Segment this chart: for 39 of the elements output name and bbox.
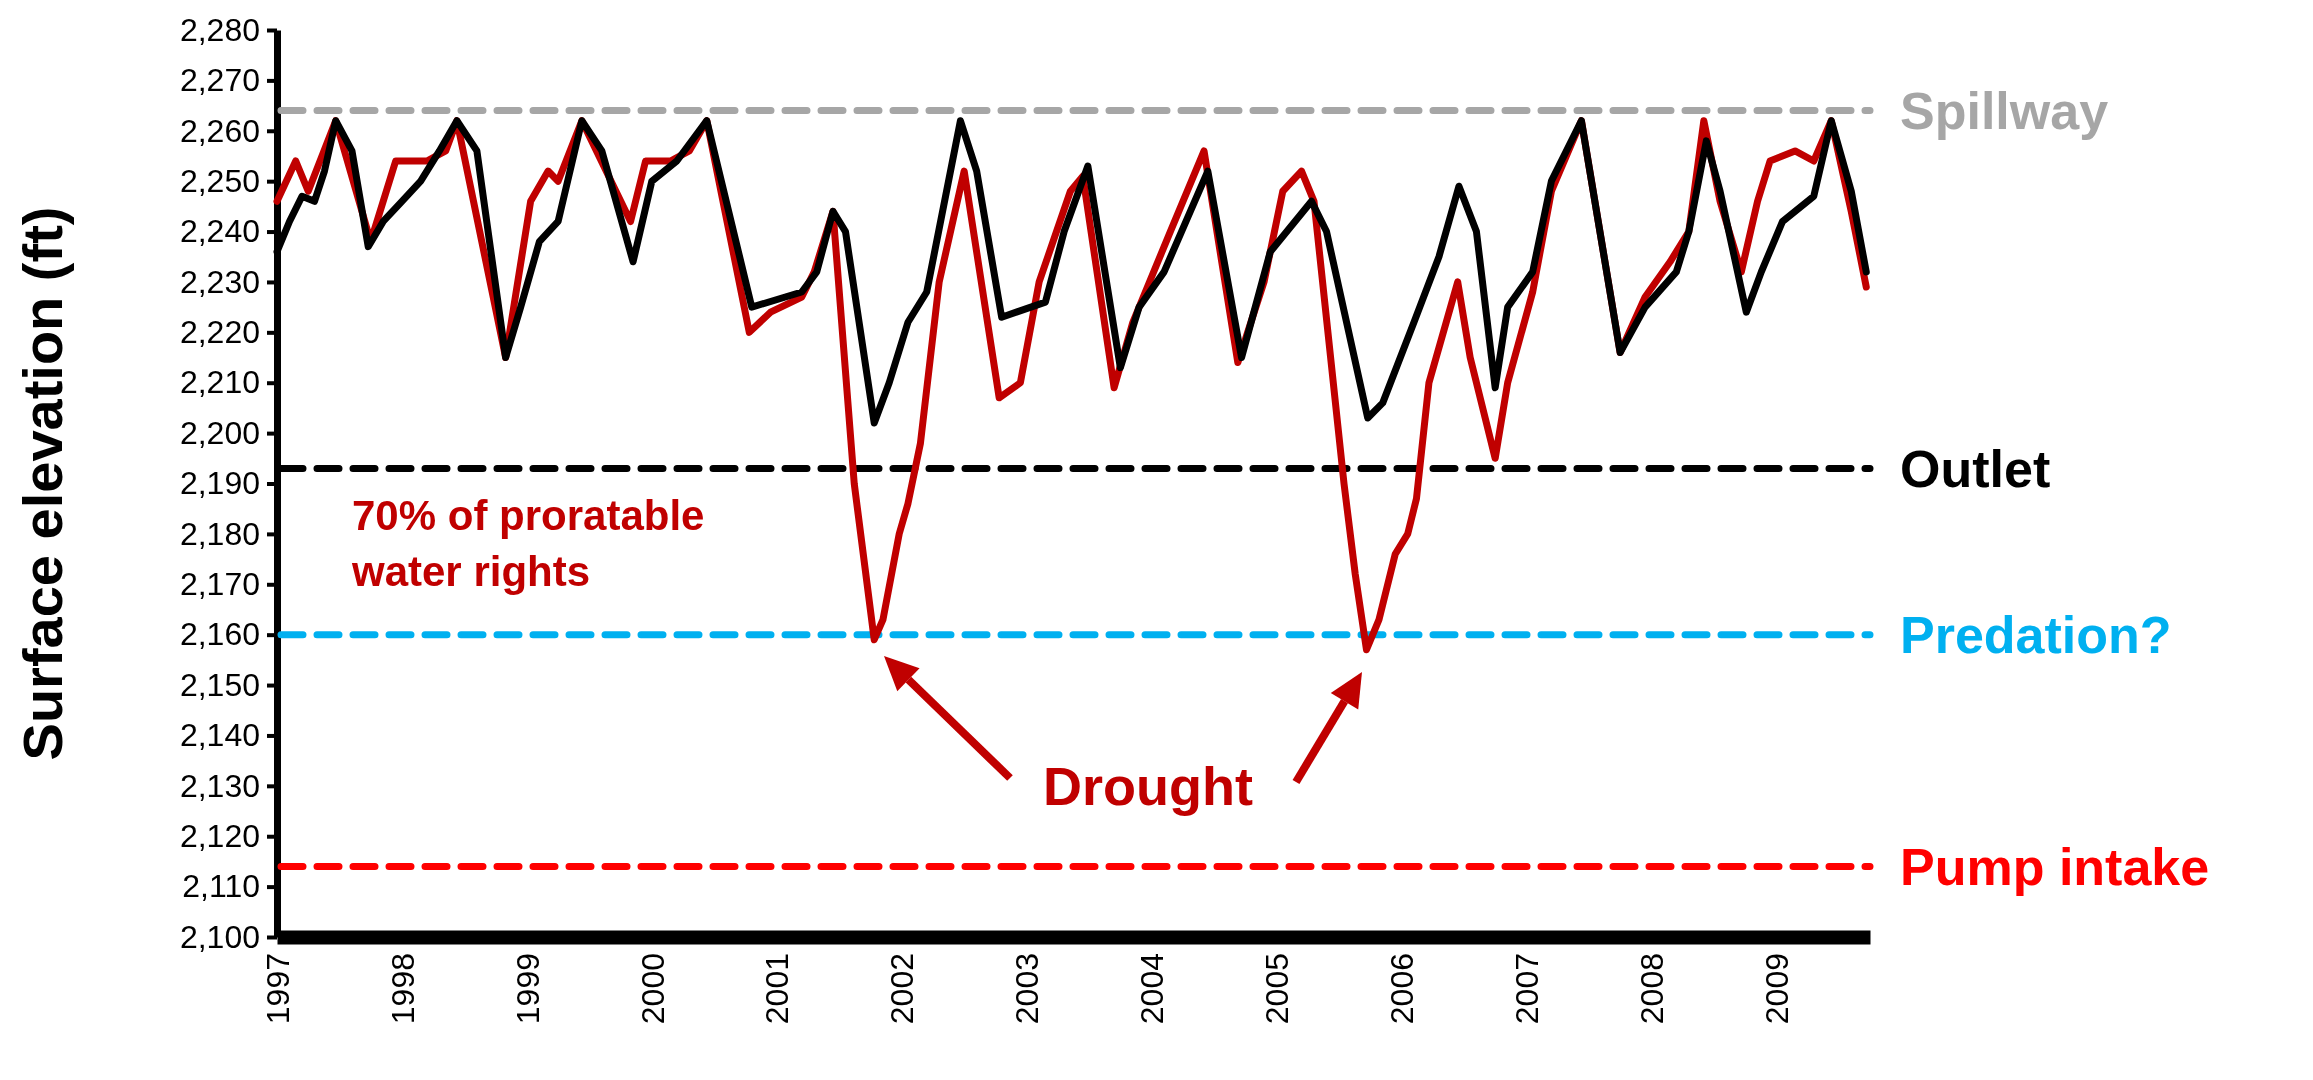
y-tick-label: 2,160 [179, 616, 260, 653]
x-tick-label: 2009 [1758, 953, 1795, 1025]
x-tick-label: 1999 [509, 953, 546, 1025]
y-tick-label: 2,260 [179, 112, 260, 149]
y-tick-label: 2,110 [182, 868, 260, 905]
y-tick-label: 2,250 [179, 162, 260, 199]
y-tick-label: 2,150 [179, 666, 260, 703]
x-tick-label: 2006 [1384, 953, 1421, 1025]
y-tick-label: 2,130 [179, 767, 260, 804]
x-tick-label: 1998 [384, 953, 421, 1025]
annotation: Drought [1043, 756, 1253, 816]
x-tick-label: 2005 [1259, 953, 1296, 1025]
ref-line-label: Spillway [1900, 81, 2109, 140]
y-tick-label: 2,240 [179, 213, 260, 250]
y-tick-label: 2,120 [179, 817, 260, 854]
x-tick-label: 1997 [259, 953, 296, 1025]
y-tick-label: 2,170 [179, 566, 260, 603]
annotation: 70% of proratable water rights [351, 492, 705, 595]
x-tick-label: 2003 [1009, 953, 1046, 1025]
y-tick-label: 2,140 [179, 717, 260, 754]
x-tick-label: 2008 [1634, 953, 1671, 1025]
y-tick-label: 2,220 [179, 314, 260, 351]
x-tick-label: 2004 [1134, 953, 1171, 1025]
x-tick-label: 2001 [759, 953, 796, 1025]
y-tick-label: 2,100 [179, 918, 260, 955]
x-tick-label: 2002 [884, 953, 921, 1025]
y-tick-label: 2,210 [179, 364, 260, 401]
ref-line-label: Predation? [1900, 605, 2172, 664]
y-tick-label: 2,280 [179, 11, 260, 48]
x-tick-label: 2007 [1509, 953, 1546, 1025]
y-tick-label: 2,200 [179, 414, 260, 451]
y-tick-label: 2,270 [179, 62, 260, 99]
y-axis-title: Surface elevation (ft) [11, 206, 74, 761]
ref-line-label: Pump intake [1900, 837, 2210, 896]
y-tick-label: 2,190 [179, 465, 260, 502]
y-tick-label: 2,230 [179, 263, 260, 300]
y-tick-label: 2,180 [179, 515, 260, 552]
x-tick-label: 2000 [634, 953, 671, 1025]
ref-line-label: Outlet [1900, 439, 2051, 498]
